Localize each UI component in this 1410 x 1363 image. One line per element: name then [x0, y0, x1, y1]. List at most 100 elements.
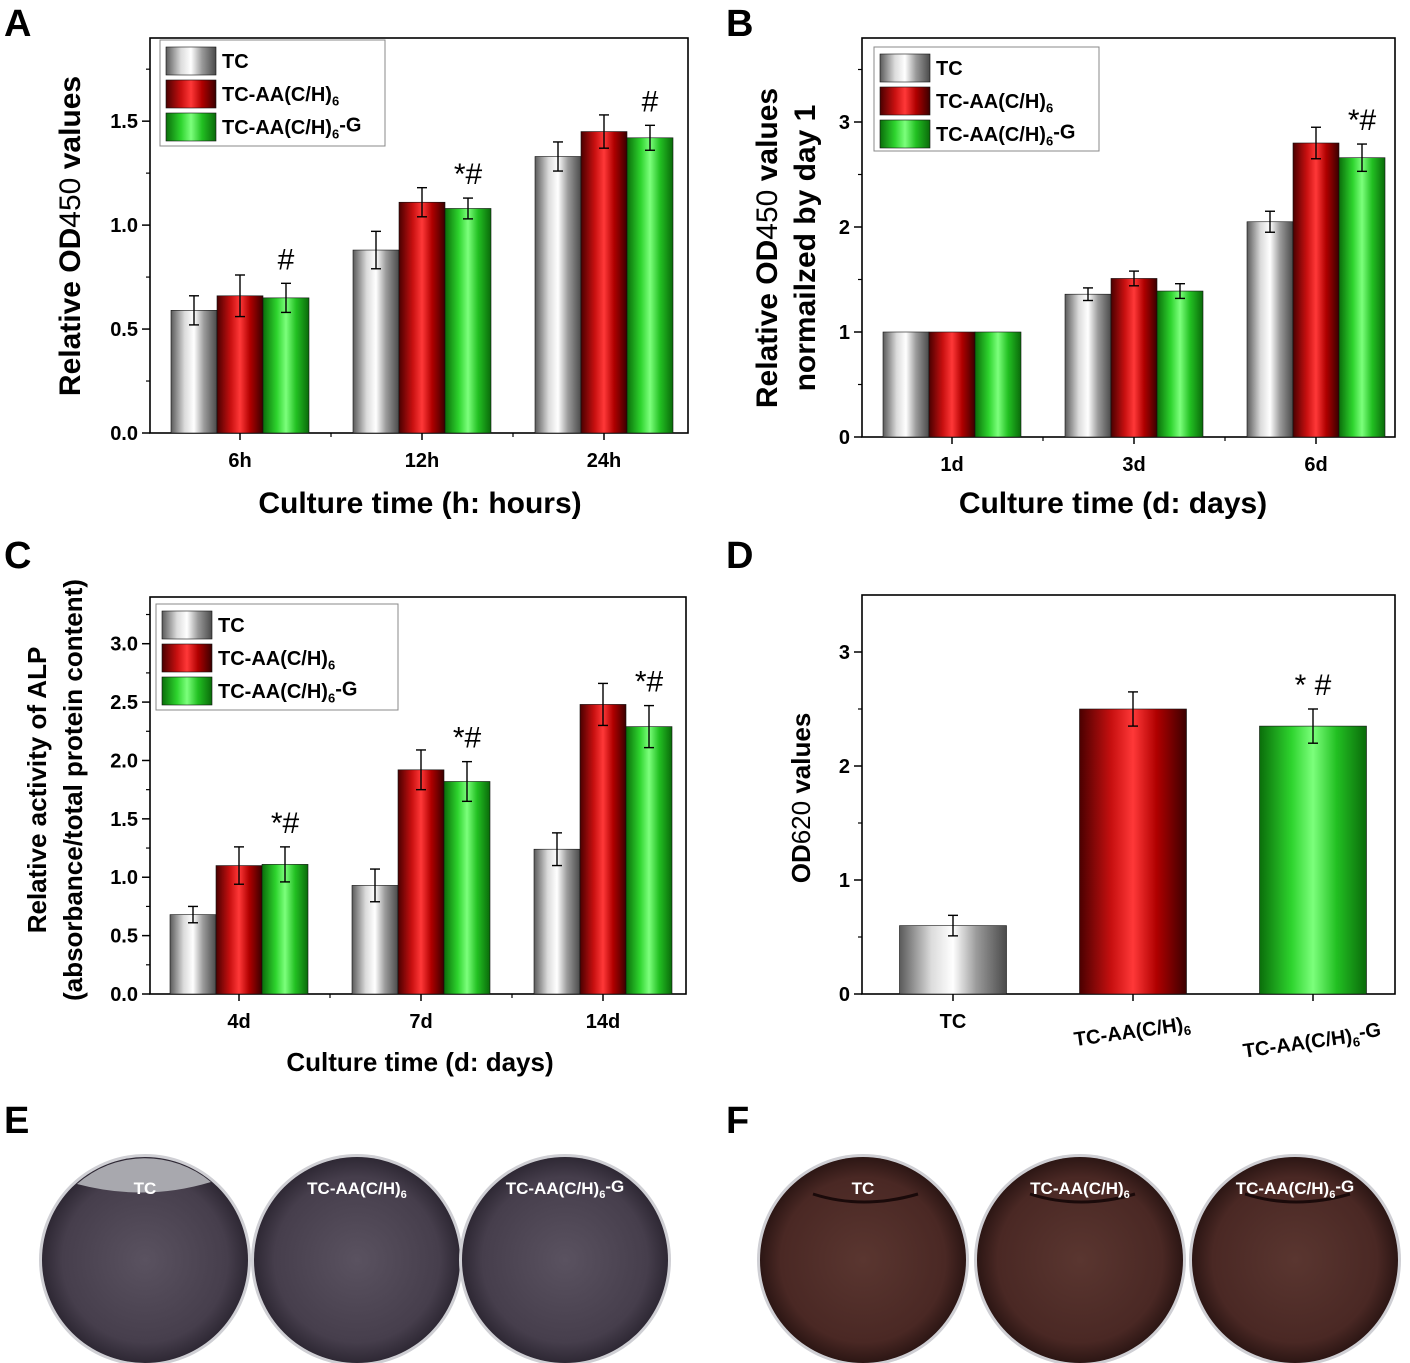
- text-part: 450: [54, 178, 87, 228]
- bar-tc-4d: [169, 914, 217, 995]
- text-part: -G: [1335, 1177, 1354, 1196]
- y-axis-title: normailzed by day 1: [789, 105, 822, 392]
- subscript: 6: [1352, 1034, 1361, 1050]
- text-part: 620: [786, 801, 816, 844]
- significance-mark: *#: [1348, 104, 1377, 137]
- significance-mark: *#: [454, 158, 483, 191]
- y-tick-label: 3: [839, 642, 850, 664]
- subscript: 6: [1046, 134, 1053, 149]
- text-part: values: [786, 713, 816, 801]
- plate-label: TC-AA(C/H)6-G: [1236, 1177, 1355, 1201]
- legend-swatch-tc-aa-c-h-6-g: [165, 112, 217, 142]
- subscript: 6: [328, 658, 335, 673]
- bar-tc-aa-c-h-6-24h: [580, 131, 628, 434]
- bar-tc-aa-c-h-6-4d: [215, 865, 263, 995]
- panel-label-e: E: [4, 1100, 29, 1142]
- bar-tc-aa-c-h-6: [1079, 708, 1187, 995]
- legend-swatch-tc-aa-c-h-6-g: [161, 676, 213, 706]
- text-part: -G: [605, 1177, 624, 1196]
- bar-tc-aa-c-h-6-12h: [398, 201, 446, 434]
- panel-label-b: B: [726, 3, 753, 45]
- bar-tc-aa-c-h-6-g-1d: [974, 331, 1022, 438]
- plate-label: TC-AA(C/H)6: [307, 1179, 407, 1201]
- significance-mark: #: [642, 85, 659, 118]
- y-axis-title: Relative OD450 values: [751, 88, 784, 408]
- plate-scratch-line: [812, 1192, 919, 1204]
- y-tick-label: 1: [839, 870, 850, 892]
- y-tick-label: 0.0: [110, 423, 138, 445]
- x-tick-label: TC-AA(C/H)6: [1073, 1013, 1192, 1054]
- bar-tc-aa-c-h-6-g-14d: [625, 726, 673, 995]
- y-tick-label: 0.5: [110, 926, 138, 948]
- y-tick-label: 2: [839, 756, 850, 778]
- bar-tc-7d: [351, 885, 399, 995]
- significance-mark: * #: [1295, 669, 1332, 702]
- y-tick-label: 1.5: [110, 809, 138, 831]
- text-part: -G: [1053, 122, 1075, 144]
- plate-stain: [462, 1157, 668, 1363]
- culture-plate-tc: TC: [39, 1154, 251, 1363]
- bar-tc-aa-c-h-6-g-24h: [626, 137, 674, 434]
- chart-panel-b: 0 1 2 3 Relative OD450 values normailzed by d…: [751, 37, 1396, 520]
- chart-panel-c: 0.0 0.5 1.0 1.5 2.0 2.5 3.0 Relative activity o…: [22, 579, 687, 1077]
- significance-mark: #: [278, 243, 295, 276]
- x-tick-label: 7d: [409, 1011, 432, 1033]
- bar-tc-aa-c-h-6-1d: [928, 331, 976, 438]
- legend-swatch-tc: [161, 610, 213, 640]
- y-tick-label: 2.5: [110, 692, 138, 714]
- plate-clear-region: [77, 1158, 211, 1193]
- legend-swatch-tc: [879, 53, 931, 83]
- plate-label: TC-AA(C/H)6-G: [506, 1177, 625, 1201]
- y-tick-label: 2.0: [110, 750, 138, 772]
- subscript: 6: [332, 127, 339, 142]
- plate-stain: [254, 1157, 460, 1363]
- bar-tc-aa-c-h-6-g: [1259, 725, 1367, 995]
- x-tick-label: 1d: [940, 454, 963, 476]
- y-tick-label: 1.0: [110, 867, 138, 889]
- x-tick-label: 3d: [1122, 454, 1145, 476]
- x-tick-label: TC-AA(C/H)6-G: [1241, 1019, 1383, 1065]
- text-part: TC-AA(C/H): [218, 681, 328, 703]
- plate-scratch-line: [1029, 1192, 1136, 1204]
- text-part: 450: [751, 190, 784, 240]
- y-tick-label: 0: [839, 427, 850, 449]
- plate-stain: [977, 1157, 1183, 1363]
- y-tick-label: 3: [839, 112, 850, 134]
- bar-tc-6d: [1246, 221, 1294, 438]
- plate-row-f: TC TC-AA(C/H) 6 TC-AA(C/H)6-G: [757, 1154, 1401, 1363]
- subscript: 6: [1329, 1189, 1335, 1201]
- y-tick-label: 3.0: [110, 634, 138, 656]
- text-part: Relative OD: [751, 240, 784, 408]
- legend-swatch-tc-aa-c-h-6: [879, 86, 931, 116]
- y-axis-title: OD620 values: [786, 713, 816, 884]
- panel-label-c: C: [4, 535, 31, 577]
- text-part: -G: [335, 679, 357, 701]
- text-part: TC-AA(C/H): [506, 1179, 599, 1198]
- subscript: 6: [328, 691, 335, 706]
- culture-plate-tc: TC: [757, 1154, 969, 1363]
- legend-label-tc-aa-c-h-6-g: TC-AA(C/H)6-G: [936, 122, 1075, 149]
- panel-label-d: D: [726, 535, 753, 577]
- y-axis-title: Relative OD450 values: [54, 76, 87, 396]
- y-tick-label: 0.0: [110, 984, 138, 1006]
- legend-swatch-tc-aa-c-h-6-g: [879, 119, 931, 149]
- text-part: TC-AA(C/H): [1030, 1179, 1123, 1198]
- plate-stain: [1192, 1157, 1398, 1363]
- chart-panel-a: 0.0 0.5 1.0 1.5 Relative OD450 values 6h 12h 24…: [54, 37, 689, 520]
- plate-label: TC: [134, 1179, 157, 1198]
- x-tick-label: 24h: [587, 450, 621, 472]
- plate-stain: [760, 1157, 966, 1363]
- legend-label-tc-aa-c-h-6-g: TC-AA(C/H)6-G: [222, 115, 361, 142]
- culture-plate-tc-aa-c-h-6: TC-AA(C/H)6: [251, 1154, 463, 1363]
- culture-plate-tc-aa-c-h-6-g: TC-AA(C/H)6-G: [459, 1154, 671, 1363]
- x-tick-label: 12h: [405, 450, 439, 472]
- bar-tc: [899, 925, 1007, 995]
- x-tick-label: 4d: [227, 1011, 250, 1033]
- y-tick-label: 0.5: [110, 319, 138, 341]
- x-axis-title: Culture time (d: days): [959, 487, 1267, 520]
- bar-tc-aa-c-h-6-g-4d: [261, 864, 309, 995]
- plate-row-e: TC TC-AA(C/H)6 TC-AA(C/H)6-G: [39, 1154, 671, 1363]
